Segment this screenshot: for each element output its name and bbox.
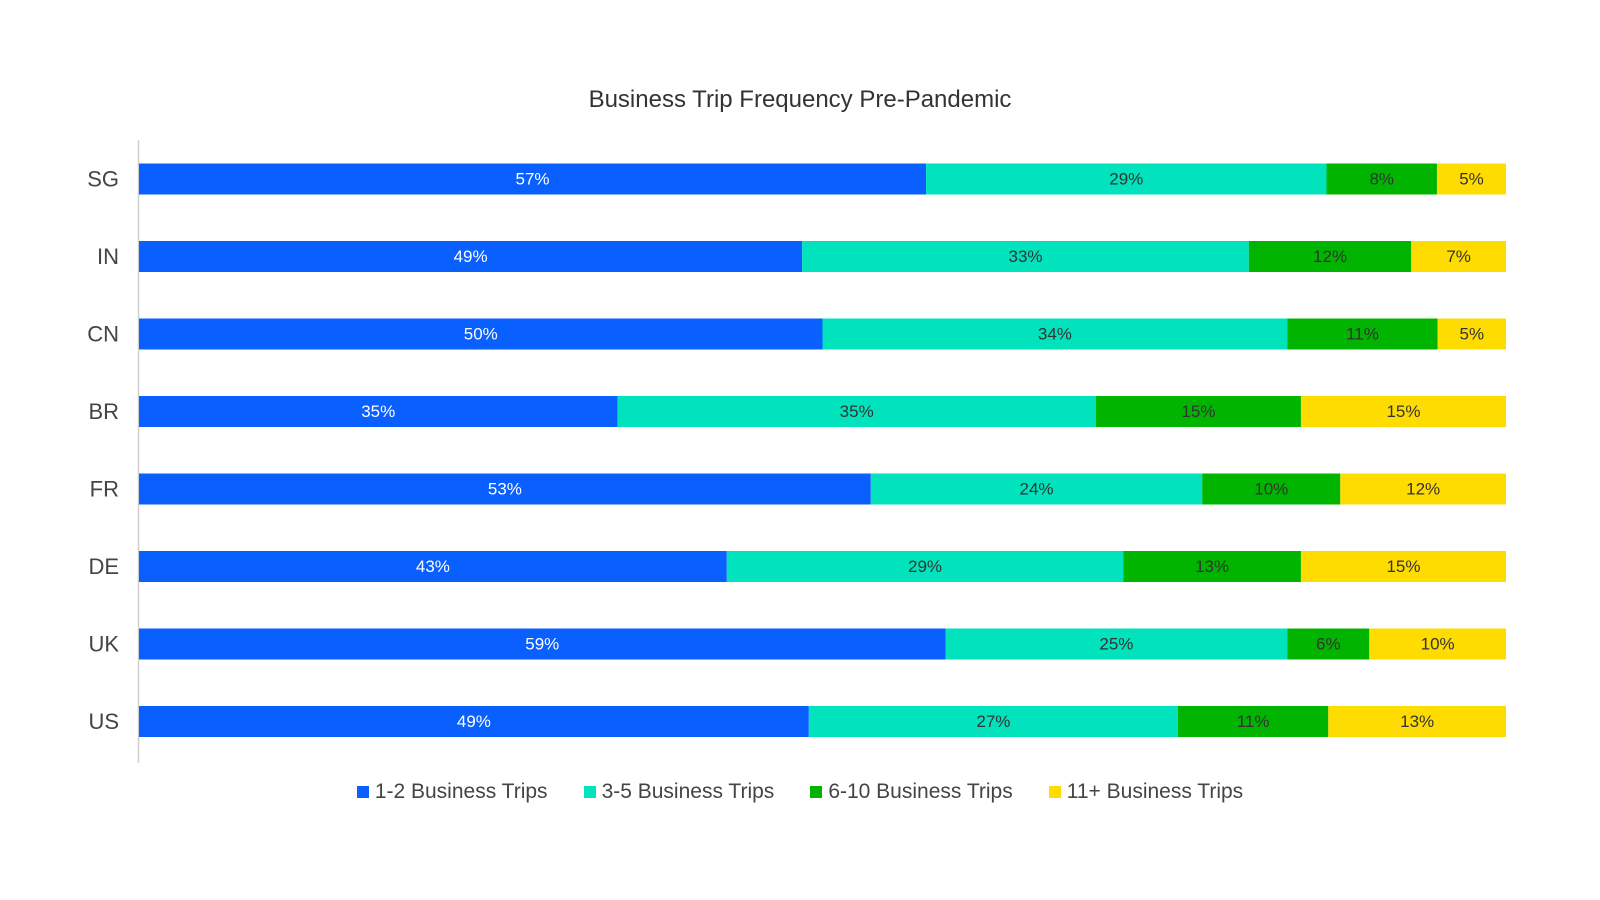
chart-title: Business Trip Frequency Pre-Pandemic <box>588 86 1012 113</box>
data-label-uk-series-4: 10% <box>1421 635 1455 654</box>
data-label-sg-series-2: 29% <box>1109 170 1143 189</box>
legend-swatch-1-2-trips <box>356 786 369 798</box>
data-label-br-series-4: 15% <box>1386 402 1420 421</box>
bar-br-series-3 <box>1095 396 1301 427</box>
bar-sg-series-2 <box>926 163 1327 195</box>
bar-fr-series-4 <box>1340 473 1506 505</box>
bar-br-series-2 <box>617 396 1096 427</box>
bar-us-series-3 <box>1177 706 1329 737</box>
data-label-br-series-3: 15% <box>1181 402 1215 421</box>
data-label-cn-series-1: 50% <box>464 325 498 344</box>
legend-label-11-plus-trips: 11+ Business Trips <box>1066 780 1244 803</box>
data-label-uk-series-1: 59% <box>525 635 559 654</box>
bar-in-series-4 <box>1411 241 1506 272</box>
legend-swatch-3-5-trips <box>583 786 596 798</box>
data-label-uk-series-3: 6% <box>1316 635 1341 654</box>
bar-br-series-4 <box>1300 396 1506 427</box>
data-label-sg-series-4: 5% <box>1459 170 1484 189</box>
data-label-in-series-3: 12% <box>1313 247 1347 266</box>
legend-item-11-plus-trips: 11+ Business Trips <box>1048 780 1244 804</box>
y-tick-label-fr: FR <box>90 477 119 502</box>
bar-cn-series-1 <box>139 318 823 350</box>
bar-fr-series-2 <box>870 473 1203 505</box>
data-label-cn-series-4: 5% <box>1460 325 1485 344</box>
y-tick-label-cn: CN <box>87 322 119 347</box>
bar-cn-series-4 <box>1437 318 1506 350</box>
y-tick-label-in: IN <box>97 244 119 269</box>
data-label-in-series-4: 7% <box>1446 247 1471 266</box>
data-label-cn-series-2: 34% <box>1038 325 1072 344</box>
bar-cn-series-2 <box>822 318 1288 350</box>
legend: 1-2 Business Trips 3-5 Business Trips 6-… <box>0 780 1600 804</box>
data-label-br-series-1: 35% <box>361 402 395 421</box>
bar-de-series-4 <box>1300 551 1506 582</box>
bar-sg-series-1 <box>139 163 927 195</box>
bar-de-series-2 <box>726 551 1124 582</box>
bar-sg-series-4 <box>1436 163 1506 195</box>
legend-item-1-2-trips: 1-2 Business Trips <box>356 780 548 804</box>
data-label-br-series-2: 35% <box>840 402 874 421</box>
bar-us-series-2 <box>808 706 1178 737</box>
legend-swatch-11-plus-trips <box>1048 786 1061 798</box>
bar-cn-series-3 <box>1287 318 1438 350</box>
bar-us-series-1 <box>139 706 809 737</box>
bar-de-series-1 <box>139 551 727 582</box>
data-label-cn-series-3: 11% <box>1346 325 1379 344</box>
bar-sg-series-3 <box>1326 163 1437 195</box>
bar-in-series-1 <box>139 241 803 272</box>
data-label-in-series-1: 49% <box>454 247 488 266</box>
bar-uk-series-4 <box>1369 628 1506 660</box>
legend-item-6-10-trips: 6-10 Business Trips <box>810 780 1013 804</box>
legend-label-3-5-trips: 3-5 Business Trips <box>601 780 775 803</box>
data-label-us-series-3: 11% <box>1237 712 1270 731</box>
data-label-fr-series-4: 12% <box>1406 480 1440 499</box>
y-tick-label-sg: SG <box>87 167 119 192</box>
bar-uk-series-2 <box>945 628 1288 660</box>
bar-uk-series-3 <box>1287 628 1370 660</box>
y-tick-label-br: BR <box>88 399 119 424</box>
data-label-de-series-1: 43% <box>416 557 450 576</box>
data-label-fr-series-2: 24% <box>1020 480 1054 499</box>
legend-label-6-10-trips: 6-10 Business Trips <box>828 780 1013 803</box>
bar-in-series-2 <box>802 241 1249 272</box>
data-label-us-series-4: 13% <box>1400 712 1434 731</box>
data-label-sg-series-1: 57% <box>516 170 550 189</box>
data-label-us-series-2: 27% <box>976 712 1010 731</box>
y-tick-label-de: DE <box>88 554 119 579</box>
legend-item-3-5-trips: 3-5 Business Trips <box>583 780 775 804</box>
data-label-de-series-3: 13% <box>1195 557 1229 576</box>
legend-swatch-6-10-trips <box>810 786 823 798</box>
y-tick-label-us: US <box>88 709 119 734</box>
data-label-fr-series-1: 53% <box>488 480 522 499</box>
data-label-de-series-2: 29% <box>908 557 942 576</box>
data-label-fr-series-3: 10% <box>1254 480 1288 499</box>
bar-uk-series-1 <box>139 628 946 660</box>
data-label-uk-series-2: 25% <box>1099 635 1133 654</box>
bar-us-series-4 <box>1328 706 1506 737</box>
bar-de-series-3 <box>1123 551 1301 582</box>
data-label-us-series-1: 49% <box>457 712 491 731</box>
bar-br-series-1 <box>139 396 618 427</box>
legend-label-1-2-trips: 1-2 Business Trips <box>374 780 548 803</box>
bar-in-series-3 <box>1248 241 1412 272</box>
y-tick-label-uk: UK <box>88 632 119 657</box>
data-label-sg-series-3: 8% <box>1369 170 1394 189</box>
bar-fr-series-3 <box>1202 473 1341 505</box>
bar-fr-series-1 <box>139 473 871 505</box>
data-label-de-series-4: 15% <box>1386 557 1420 576</box>
data-label-in-series-2: 33% <box>1009 247 1043 266</box>
